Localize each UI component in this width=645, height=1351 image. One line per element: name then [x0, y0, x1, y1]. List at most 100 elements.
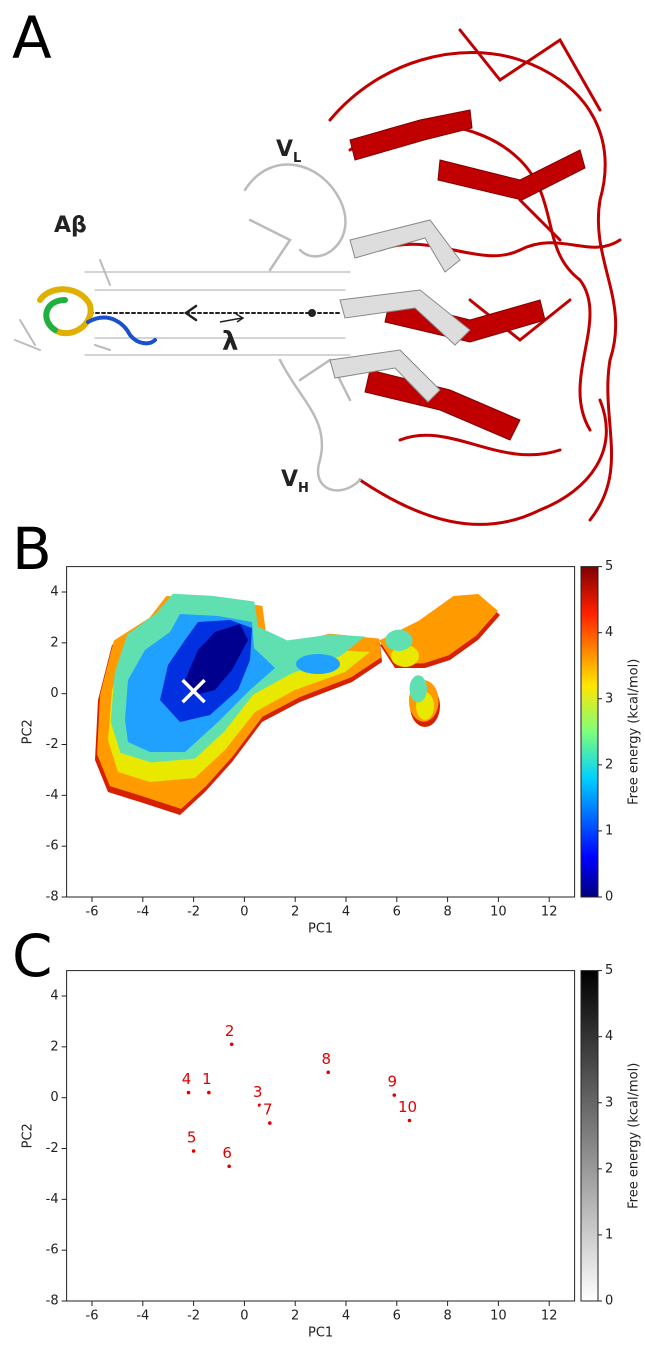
- x-axis-label: PC1: [308, 922, 333, 937]
- point-label-bg: [182, 1129, 201, 1148]
- x-tick-label: 6: [393, 905, 401, 920]
- point-label: 7: [263, 1101, 273, 1119]
- point-label: 8: [321, 1050, 331, 1068]
- point: [268, 1121, 272, 1125]
- panel-label: C: [12, 922, 53, 990]
- vl-label: VL: [276, 137, 301, 166]
- x-tick-label: 10: [490, 1309, 507, 1324]
- point: [392, 1093, 397, 1097]
- point-label-bg: [398, 1098, 417, 1117]
- point: [186, 1090, 191, 1095]
- y-tick-label: -4: [46, 1192, 59, 1207]
- colorbar-tick-label: 3: [605, 1095, 613, 1110]
- protein-structure: [14, 28, 622, 526]
- point: [207, 1090, 211, 1095]
- peptide-label: Aβ: [54, 213, 87, 238]
- vector-label: λ: [222, 327, 238, 357]
- point-label-bg: [258, 1101, 277, 1120]
- y-tick-label: -6: [46, 839, 59, 854]
- y-tick-label: 0: [50, 686, 58, 701]
- x-tick-label: 4: [342, 1309, 350, 1324]
- y-tick-label: -4: [46, 788, 59, 803]
- vh-label: VH: [281, 467, 309, 496]
- y-axis-label: PC2: [21, 719, 36, 744]
- colorbar: [580, 970, 599, 1302]
- colorbar-tick-label: 2: [605, 1161, 613, 1176]
- colorbar-tick-label: 5: [605, 559, 613, 574]
- point-label-bg: [248, 1083, 267, 1102]
- colorbar-tick-label: 3: [605, 691, 613, 706]
- point: [229, 1042, 234, 1047]
- x-tick-label: 2: [291, 905, 299, 920]
- point-label-bg: [220, 1022, 239, 1041]
- x-tick-label: 2: [291, 1309, 299, 1324]
- y-tick-label: -2: [46, 737, 59, 752]
- x-tick-label: 0: [240, 1309, 248, 1324]
- x-tick-label: 8: [443, 1309, 451, 1324]
- x-tick-label: 10: [490, 905, 507, 920]
- colorbar-label: Free energy (kcal/mol): [627, 1063, 642, 1209]
- point: [191, 1149, 196, 1153]
- colorbar-tick-label: 1: [605, 1227, 613, 1242]
- panel-label: B: [12, 515, 52, 583]
- y-tick-label: -8: [46, 890, 59, 905]
- point: [227, 1164, 231, 1169]
- point-label: 2: [225, 1022, 235, 1040]
- y-tick-label: 0: [50, 1090, 58, 1105]
- x-tick-label: 6: [393, 1309, 401, 1324]
- colorbar-tick-label: 4: [605, 625, 613, 640]
- x-tick-label: -4: [136, 1309, 149, 1324]
- point-label: 1: [202, 1070, 212, 1088]
- y-tick-label: -2: [46, 1141, 59, 1156]
- y-tick-label: -8: [46, 1294, 59, 1309]
- point-label: 10: [398, 1098, 417, 1116]
- x-axis-label: PC1: [308, 1326, 333, 1341]
- colorbar-tick-label: 1: [605, 823, 613, 838]
- vh-base: V: [281, 467, 298, 492]
- energy-landscape: [95, 593, 500, 815]
- point: [407, 1118, 412, 1123]
- point-label: 3: [253, 1083, 263, 1101]
- panel-label: A: [12, 4, 52, 72]
- x-tick-label: 0: [240, 905, 248, 920]
- vector-arrow: [219, 313, 245, 323]
- point-label-bg: [177, 1070, 196, 1089]
- vh-sub: H: [298, 481, 309, 496]
- colorbar-label: Free energy (kcal/mol): [627, 659, 642, 805]
- colorbar: [580, 566, 599, 898]
- point-label: 6: [222, 1144, 232, 1162]
- point-label: 5: [187, 1129, 197, 1147]
- point-label-bg: [317, 1050, 336, 1069]
- y-tick-label: 2: [50, 635, 58, 650]
- plot-frame: [66, 970, 576, 1302]
- vl-base: V: [276, 137, 293, 162]
- y-tick-label: 4: [50, 989, 58, 1004]
- vl-sub: L: [293, 151, 301, 166]
- point-label: 4: [182, 1070, 192, 1088]
- point-label-bg: [383, 1073, 402, 1092]
- x-tick-label: -6: [86, 905, 99, 920]
- point: [326, 1070, 331, 1075]
- x-tick-label: -2: [187, 905, 200, 920]
- x-tick-label: -2: [187, 1309, 200, 1324]
- point-label-bg: [218, 1144, 237, 1163]
- x-tick-label: 12: [541, 1309, 558, 1324]
- y-tick-label: -6: [46, 1243, 59, 1258]
- x-tick-label: 12: [541, 905, 558, 920]
- plot-frame: [66, 566, 576, 898]
- y-tick-label: 4: [50, 585, 58, 600]
- colorbar-tick-label: 0: [605, 1294, 613, 1309]
- colorbar-tick-label: 2: [605, 757, 613, 772]
- point-label-bg: [197, 1070, 216, 1089]
- x-tick-label: -6: [86, 1309, 99, 1324]
- y-axis-label: PC2: [21, 1123, 36, 1148]
- energy-landscape: [95, 1002, 500, 1219]
- x-tick-label: -4: [136, 905, 149, 920]
- y-tick-label: 2: [50, 1039, 58, 1054]
- colorbar-tick-label: 4: [605, 1029, 613, 1044]
- marker: [181, 678, 206, 704]
- x-tick-label: 4: [342, 905, 350, 920]
- colorbar-tick-label: 0: [605, 890, 613, 905]
- x-tick-label: 8: [443, 905, 451, 920]
